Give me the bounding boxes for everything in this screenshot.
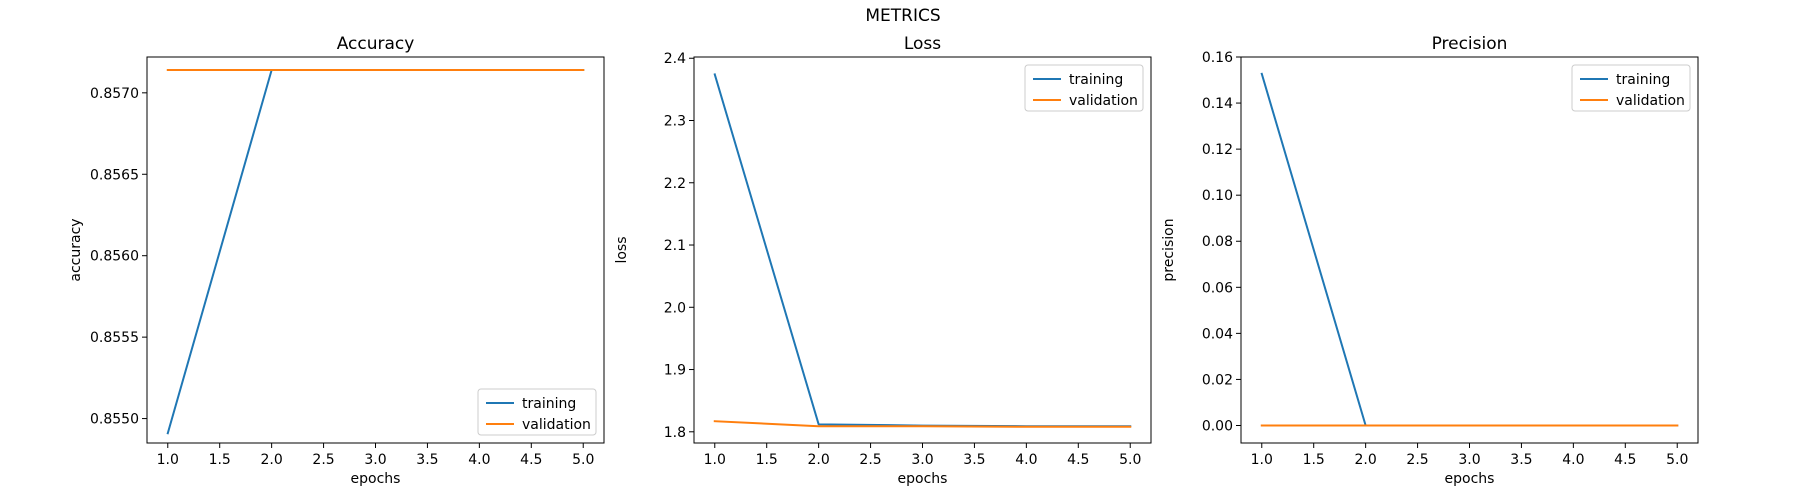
accuracy-series-group <box>166 69 585 435</box>
precision-legend-label-training: training <box>1616 72 1670 88</box>
loss-panel: Loss 1.0 1.5 2.0 2.5 3.0 3.5 4.0 4.5 5.0 1.8 1.9 2.0… <box>614 34 1152 487</box>
accuracy-x-tick-label: 1.5 <box>209 452 231 468</box>
loss-legend-label-training: training <box>1069 72 1123 88</box>
loss-y-tick-label: 2.4 <box>664 51 686 67</box>
precision-y-tick-label: 0.02 <box>1202 372 1233 388</box>
accuracy-y-axis-title: accuracy <box>68 218 84 281</box>
loss-validation-line <box>713 420 1132 428</box>
loss-legend: training validation <box>1024 64 1144 112</box>
precision-x-tick-label: 2.5 <box>1406 452 1428 468</box>
accuracy-x-tick-label: 5.0 <box>572 452 594 468</box>
loss-x-tick-label: 5.0 <box>1119 452 1141 468</box>
accuracy-panel: Accuracy 1.0 1.5 2.0 2.5 3.0 3.5 4.0 4.5 5.0 0.855… <box>68 34 605 487</box>
loss-x-tick-label: 4.5 <box>1067 452 1089 468</box>
precision-title: Precision <box>1432 34 1508 54</box>
precision-x-axis-title: epochs <box>1445 471 1495 487</box>
precision-y-tick-label: 0.12 <box>1202 142 1233 158</box>
precision-series-group <box>1260 72 1679 427</box>
precision-x-tick-label: 5.0 <box>1666 452 1688 468</box>
loss-x-tick-label: 3.5 <box>963 452 985 468</box>
precision-x-tick-label: 3.5 <box>1510 452 1532 468</box>
loss-y-axis-title: loss <box>614 236 630 263</box>
chart-panels: Accuracy 1.0 1.5 2.0 2.5 3.0 3.5 4.0 4.5 5.0 0.855… <box>68 34 1699 487</box>
accuracy-x-tick-label: 2.5 <box>312 452 334 468</box>
precision-x-tick-label: 4.0 <box>1562 452 1584 468</box>
accuracy-y-tick-label: 0.8570 <box>90 86 139 102</box>
accuracy-x-tick-label: 4.0 <box>468 452 490 468</box>
precision-y-tick-label: 0.06 <box>1202 280 1233 296</box>
accuracy-title: Accuracy <box>337 34 415 54</box>
precision-y-tick-label: 0.04 <box>1202 326 1233 342</box>
figure-title: METRICS <box>865 6 940 26</box>
accuracy-x-axis-title: epochs <box>351 471 401 487</box>
accuracy-legend: training validation <box>477 388 597 436</box>
loss-x-tick-label: 3.0 <box>911 452 933 468</box>
loss-y-tick-label: 1.9 <box>664 363 686 379</box>
loss-y-tick-label: 2.1 <box>664 238 686 254</box>
precision-panel: Precision 1.0 1.5 2.0 2.5 3.0 3.5 4.0 4.5 5.0 0.00… <box>1161 34 1699 487</box>
precision-y-tick-label: 0.14 <box>1202 96 1233 112</box>
accuracy-legend-label-training: training <box>522 396 576 412</box>
precision-x-tick-label: 3.0 <box>1458 452 1480 468</box>
loss-x-tick-label: 4.0 <box>1015 452 1037 468</box>
accuracy-y-tick-label: 0.8565 <box>90 167 139 183</box>
loss-y-tick-label: 2.3 <box>664 114 686 130</box>
precision-x-tick-label: 1.0 <box>1251 452 1273 468</box>
accuracy-x-tick-label: 3.5 <box>416 452 438 468</box>
precision-x-tick-label: 2.0 <box>1355 452 1377 468</box>
accuracy-x-tick-label: 1.0 <box>157 452 179 468</box>
accuracy-y-tick-label: 0.8560 <box>90 249 139 265</box>
accuracy-x-tick-label: 3.0 <box>364 452 386 468</box>
precision-x-tick-label: 1.5 <box>1303 452 1325 468</box>
precision-y-tick-label: 0.10 <box>1202 188 1233 204</box>
precision-legend: training validation <box>1571 64 1691 112</box>
loss-x-tick-label: 2.5 <box>859 452 881 468</box>
loss-x-tick-label: 1.0 <box>704 452 726 468</box>
precision-y-tick-label: 0.00 <box>1202 418 1233 434</box>
loss-y-tick-label: 1.8 <box>664 425 686 441</box>
loss-y-tick-label: 2.0 <box>664 300 686 316</box>
accuracy-legend-label-validation: validation <box>522 417 591 433</box>
accuracy-x-tick-label: 4.5 <box>520 452 542 468</box>
accuracy-y-tick-label: 0.8550 <box>90 412 139 428</box>
precision-y-axis-title: precision <box>1161 218 1177 281</box>
precision-x-tick-label: 4.5 <box>1614 452 1636 468</box>
precision-y-tick-label: 0.08 <box>1202 234 1233 250</box>
loss-x-tick-label: 2.0 <box>808 452 830 468</box>
accuracy-y-tick-label: 0.8555 <box>90 330 139 346</box>
loss-y-tick-label: 2.2 <box>664 176 686 192</box>
accuracy-x-tick-label: 2.0 <box>261 452 283 468</box>
loss-title: Loss <box>904 34 941 54</box>
loss-series-group <box>713 73 1132 428</box>
loss-legend-label-validation: validation <box>1069 93 1138 109</box>
loss-x-tick-label: 1.5 <box>756 452 778 468</box>
loss-x-axis-title: epochs <box>898 471 948 487</box>
precision-legend-label-validation: validation <box>1616 93 1685 109</box>
precision-y-tick-label: 0.16 <box>1202 50 1233 66</box>
